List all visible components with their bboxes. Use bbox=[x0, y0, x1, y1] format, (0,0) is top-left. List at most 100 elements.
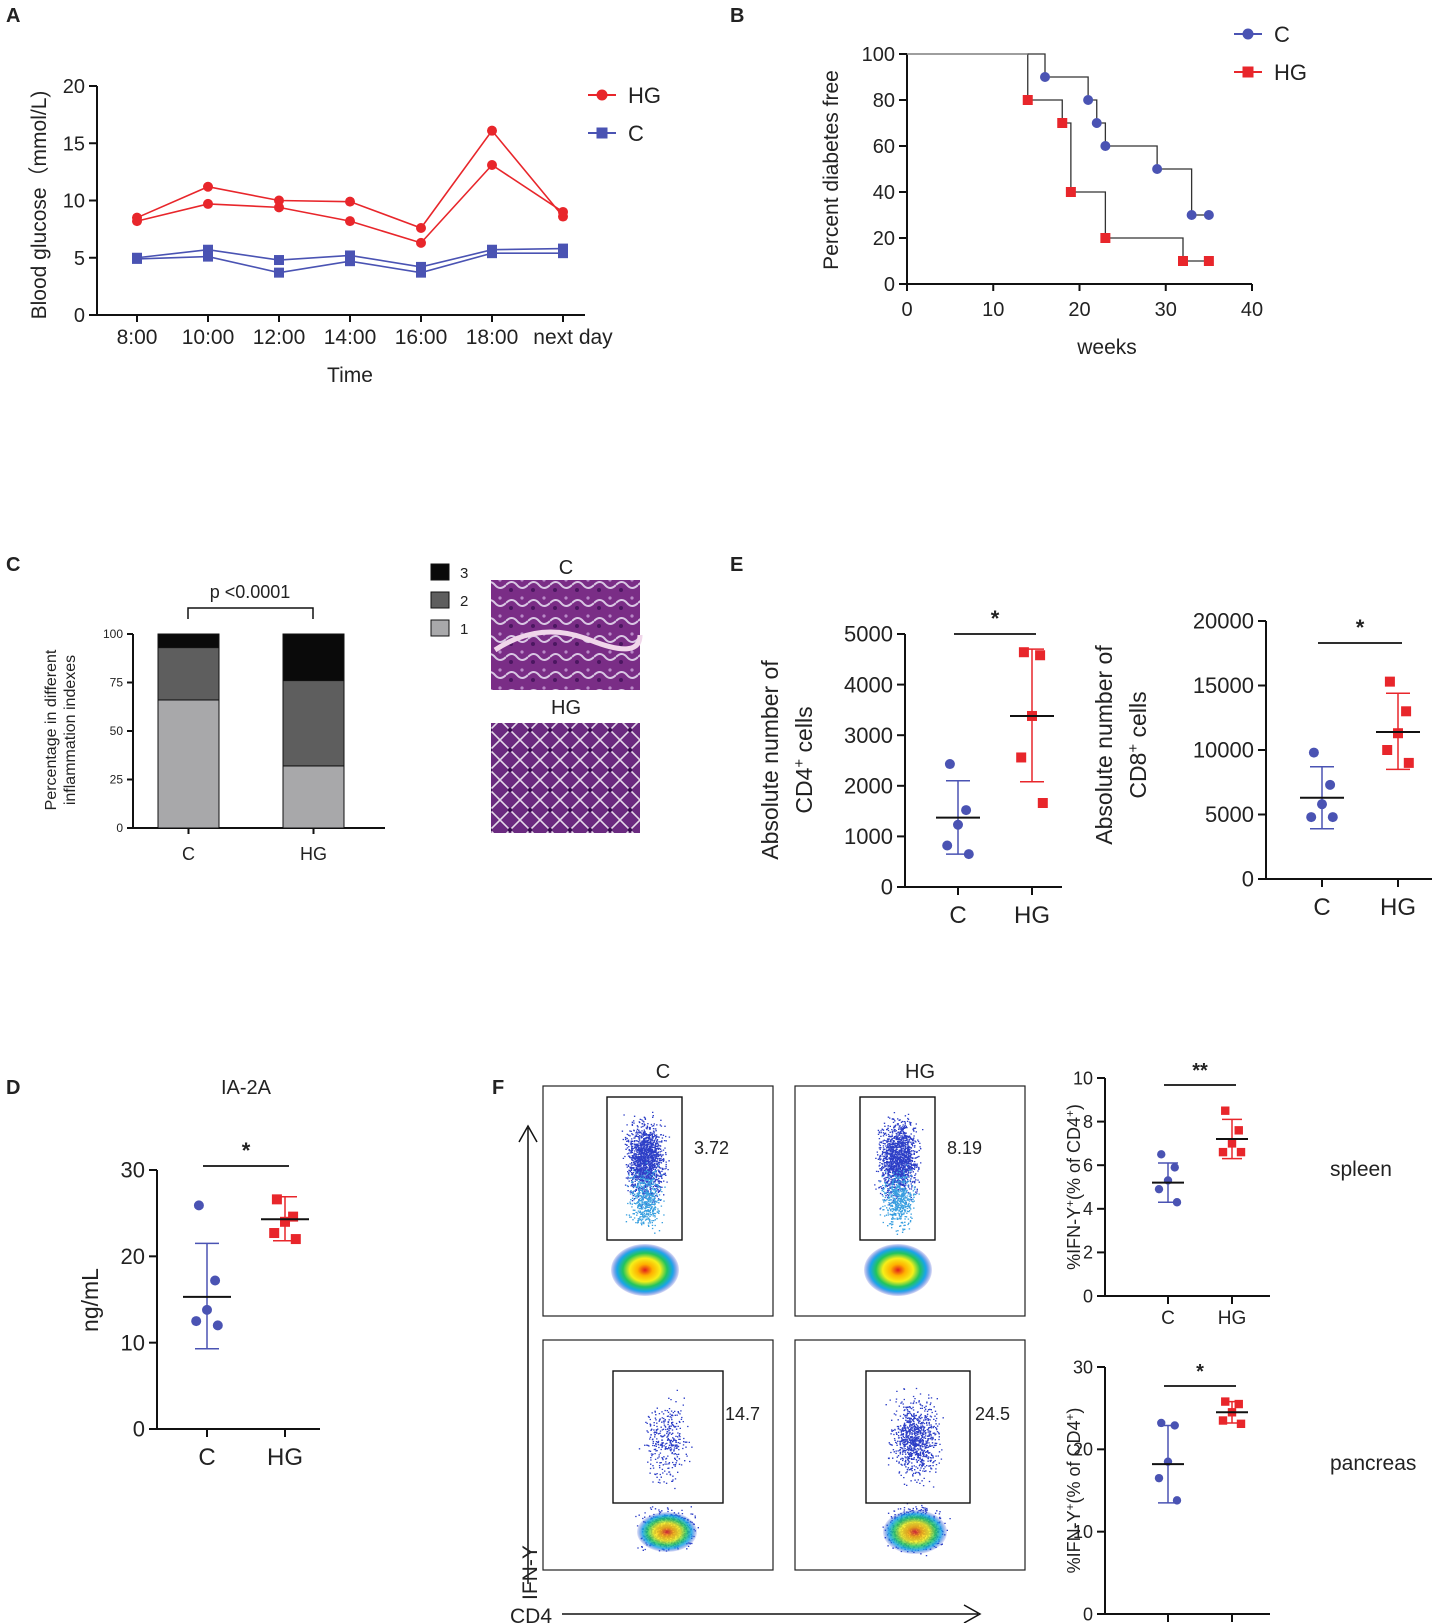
a-point-c bbox=[345, 256, 355, 267]
f1-y-tick-label: 0 bbox=[1083, 1286, 1093, 1306]
a-series-line-hg bbox=[136, 129, 564, 229]
f1-point-c bbox=[1170, 1163, 1179, 1172]
f1-side-label: spleen bbox=[1330, 1158, 1392, 1181]
c-x-tick-label: HG bbox=[300, 844, 327, 864]
flow-x-arrowhead bbox=[963, 1604, 982, 1623]
a-point-hg bbox=[203, 181, 213, 192]
flow-gate-pancreas-c bbox=[612, 1370, 724, 1504]
flow-y-axis-label: IFN-Y bbox=[519, 1545, 542, 1600]
b-legend-label: C bbox=[1274, 22, 1290, 47]
d-significance-mark: * bbox=[242, 1138, 251, 1163]
c-y-tick-label: 0 bbox=[116, 821, 123, 835]
a-point-hg bbox=[274, 195, 284, 206]
flow-dot-cloud bbox=[638, 1389, 693, 1490]
f1-y-axis-label: %IFN-Y+(% of CD4+) bbox=[1064, 1104, 1085, 1270]
b-step-line-hg bbox=[907, 53, 1209, 262]
flow-y-arrowhead bbox=[518, 1124, 538, 1143]
a-point-c bbox=[132, 253, 142, 264]
a-x-tick-label: 10:00 bbox=[182, 326, 235, 349]
a-legend-label: HG bbox=[628, 83, 661, 108]
d-y-tick-label: 0 bbox=[133, 1417, 145, 1442]
a-point-c bbox=[416, 267, 426, 278]
a-point-c bbox=[274, 255, 284, 266]
d-title: IA-2A bbox=[221, 1077, 272, 1099]
b-x-tick-label: 20 bbox=[1068, 299, 1090, 321]
a-point-c bbox=[274, 267, 284, 278]
a-point-c bbox=[416, 261, 426, 272]
a-y-axis-label: Blood glucose（mmol/L) bbox=[28, 91, 51, 320]
e2-y-axis-label-main: Absolute number of bbox=[1091, 645, 1117, 845]
b-y-tick-label: 20 bbox=[873, 228, 895, 250]
b-y-tick-label: 80 bbox=[873, 90, 895, 112]
panel-label-e: E bbox=[730, 554, 743, 576]
e1-x-tick-label: C bbox=[949, 902, 966, 929]
a-point-hg bbox=[345, 196, 355, 207]
f2-point-c bbox=[1157, 1418, 1166, 1428]
d-point-c bbox=[212, 1320, 223, 1331]
a-y-tick-label: 15 bbox=[63, 133, 85, 155]
e1-point-c bbox=[944, 759, 955, 770]
flow-dot-cloud bbox=[879, 1164, 920, 1235]
b-point-hg bbox=[1203, 256, 1214, 266]
b-point-hg bbox=[1065, 187, 1076, 197]
c-bar-segment-3 bbox=[282, 633, 345, 682]
c-bar-segment-2 bbox=[157, 647, 220, 701]
b-legend-label: HG bbox=[1274, 60, 1307, 85]
e2-significance-mark: * bbox=[1356, 615, 1365, 640]
flow-x-axis-label: CD4 bbox=[510, 1605, 552, 1623]
d-y-tick-label: 20 bbox=[121, 1244, 145, 1269]
e2-y-axis-label: CD8+ cells bbox=[1125, 691, 1152, 798]
d-point-hg bbox=[288, 1211, 299, 1222]
f1-point-c bbox=[1154, 1184, 1164, 1194]
a-x-tick-label: 14:00 bbox=[324, 326, 377, 349]
f1-x-tick-label: C bbox=[1161, 1308, 1175, 1329]
a-point-c bbox=[203, 251, 213, 262]
c-significance-bracket bbox=[187, 607, 314, 619]
a-x-axis-label: Time bbox=[327, 364, 373, 387]
d-point-c bbox=[191, 1316, 202, 1327]
flow-gate-spleen-hg bbox=[859, 1096, 936, 1241]
f2-point-c bbox=[1172, 1496, 1182, 1505]
a-point-c bbox=[345, 250, 355, 261]
histology-image-hg bbox=[491, 723, 640, 833]
b-point-c bbox=[1152, 164, 1163, 174]
histology-title-c: C bbox=[559, 557, 573, 579]
flow-gate-pancreas-hg bbox=[865, 1370, 971, 1504]
d-x-tick-label: HG bbox=[267, 1444, 303, 1471]
a-x-tick-label: 18:00 bbox=[466, 326, 519, 349]
panel-label-d: D bbox=[6, 1077, 20, 1099]
panel-c-stacked-bar: C 0 25 50 75 100 C HG p <0.0001 Percentage in di… bbox=[6, 554, 643, 864]
d-point-hg bbox=[269, 1228, 280, 1239]
c-y-axis-label: Percentage in different bbox=[43, 649, 60, 810]
a-point-c bbox=[558, 248, 568, 259]
b-x-tick-label: 30 bbox=[1155, 299, 1177, 321]
f1-y-tick-label: 10 bbox=[1073, 1068, 1093, 1088]
d-point-c bbox=[193, 1200, 204, 1211]
e2-point-c bbox=[1325, 779, 1336, 790]
b-point-c bbox=[1100, 141, 1111, 151]
a-x-tick-label: next day bbox=[533, 326, 613, 349]
a-point-hg bbox=[487, 160, 497, 171]
a-point-hg bbox=[345, 216, 355, 227]
e2-point-hg bbox=[1393, 728, 1403, 739]
e1-point-hg bbox=[1016, 752, 1027, 763]
c-legend-swatch bbox=[430, 619, 450, 637]
c-y-tick-label: 25 bbox=[110, 773, 124, 787]
b-point-hg bbox=[1022, 95, 1033, 105]
c-x-tick-label: C bbox=[182, 844, 195, 864]
d-point-hg bbox=[290, 1234, 301, 1245]
b-legend-marker bbox=[1242, 28, 1254, 40]
panel-f-flow-and-scatter: F C HG 3.72 8.19 14.7 24.5 IFN-Y CD4 0 2 4… bbox=[492, 1060, 1416, 1623]
flow-density-blob bbox=[637, 1512, 697, 1552]
a-y-tick-label: 20 bbox=[63, 76, 85, 98]
panel-d-scatter-chart: D 0 10 20 30 C HG * IA-2A ng/mL bbox=[6, 1077, 320, 1471]
f2-point-c bbox=[1170, 1421, 1179, 1430]
panel-e-scatter-charts: E 0 1000 2000 3000 4000 5000 C HG * Absolute numb… bbox=[730, 554, 1432, 929]
a-point-hg bbox=[203, 198, 213, 209]
b-x-tick-label: 10 bbox=[982, 299, 1004, 321]
b-step-line-c bbox=[907, 53, 1209, 216]
f1-significance-mark: ** bbox=[1192, 1060, 1208, 1082]
f1-point-c bbox=[1157, 1150, 1166, 1159]
a-legend-label: C bbox=[628, 121, 644, 146]
d-x-tick-label: C bbox=[198, 1444, 215, 1471]
